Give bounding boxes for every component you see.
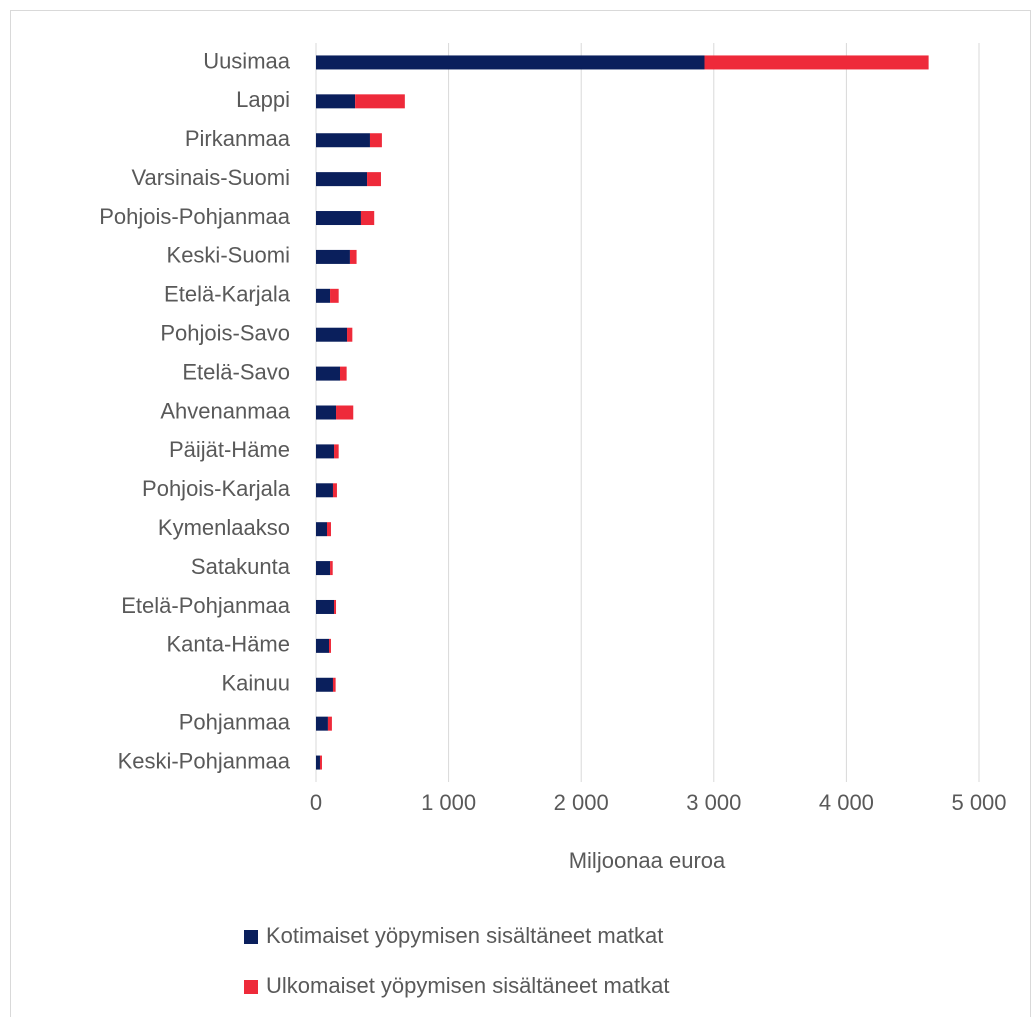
legend-label: Ulkomaiset yöpymisen sisältäneet matkat: [266, 973, 670, 998]
y-tick-label: Kainuu: [221, 671, 290, 696]
bar-segment: [316, 211, 361, 226]
x-tick-label: 2 000: [554, 790, 609, 815]
y-tick-label: Etelä-Pohjanmaa: [121, 593, 291, 618]
y-tick-label: Lappi: [236, 87, 290, 112]
bar-segment: [316, 55, 705, 70]
bar-segment: [316, 327, 348, 342]
bar-segment: [334, 444, 339, 459]
legend-swatch: [244, 930, 258, 944]
y-tick-label: Ahvenanmaa: [160, 398, 290, 423]
bar-segment: [316, 133, 370, 148]
bar-segment: [327, 522, 331, 537]
bar-segment: [316, 366, 341, 381]
bar-segment: [340, 366, 347, 381]
bar-segment: [316, 249, 350, 264]
y-tick-label: Etelä-Karjala: [164, 282, 291, 307]
y-tick-label: Etelä-Savo: [182, 359, 290, 384]
x-tick-label: 1 000: [421, 790, 476, 815]
bar-segment: [347, 327, 353, 342]
bar-segment: [319, 755, 322, 770]
y-tick-label: Keski-Suomi: [167, 243, 290, 268]
bar-segment: [704, 55, 929, 70]
bar-segment: [334, 599, 337, 614]
x-axis-label: Miljoonaa euroa: [569, 848, 726, 873]
bar-segment: [330, 561, 333, 576]
bar-segment: [316, 288, 331, 303]
x-tick-label: 0: [310, 790, 322, 815]
bar-segment: [328, 638, 331, 653]
bar-segment: [316, 638, 329, 653]
bar-segment: [316, 677, 333, 692]
bar-segment: [316, 599, 335, 614]
x-tick-label: 4 000: [819, 790, 874, 815]
bar-segment: [316, 444, 335, 459]
bar-segment: [316, 172, 368, 187]
y-tick-label: Varsinais-Suomi: [131, 165, 290, 190]
y-tick-label: Keski-Pohjanmaa: [118, 748, 291, 773]
y-tick-label: Pohjois-Pohjanmaa: [99, 204, 291, 229]
bar-segment: [327, 716, 332, 731]
y-tick-label: Päijät-Häme: [169, 437, 290, 462]
bar-segment: [369, 133, 382, 148]
bar-segment: [316, 561, 331, 576]
bar-segment: [336, 405, 354, 420]
y-tick-label: Kanta-Häme: [166, 632, 290, 657]
bar-segment: [316, 94, 356, 109]
legend-label: Kotimaiset yöpymisen sisältäneet matkat: [266, 923, 663, 948]
bar-segment: [367, 172, 381, 187]
x-tick-label: 3 000: [686, 790, 741, 815]
y-tick-label: Uusimaa: [203, 48, 291, 73]
y-tick-label: Satakunta: [191, 554, 291, 579]
bar-segment: [332, 483, 337, 498]
bar-segment: [330, 288, 339, 303]
y-tick-label: Kymenlaakso: [158, 515, 290, 540]
y-tick-label: Pohjois-Karjala: [142, 476, 291, 501]
bar-segment: [316, 716, 328, 731]
bar-segment: [332, 677, 336, 692]
bar-segment: [316, 755, 320, 770]
y-tick-label: Pohjanmaa: [179, 709, 291, 734]
bar-segment: [316, 483, 333, 498]
legend-swatch: [244, 980, 258, 994]
y-tick-label: Pohjois-Savo: [160, 321, 290, 346]
bar-segment: [316, 405, 337, 420]
bar-segment: [355, 94, 405, 109]
bar-segment: [360, 211, 375, 226]
bar-segment: [316, 522, 328, 537]
y-tick-label: Pirkanmaa: [185, 126, 291, 151]
bar-segment: [349, 249, 357, 264]
chart-frame: [10, 10, 1031, 1021]
x-tick-label: 5 000: [951, 790, 1006, 815]
